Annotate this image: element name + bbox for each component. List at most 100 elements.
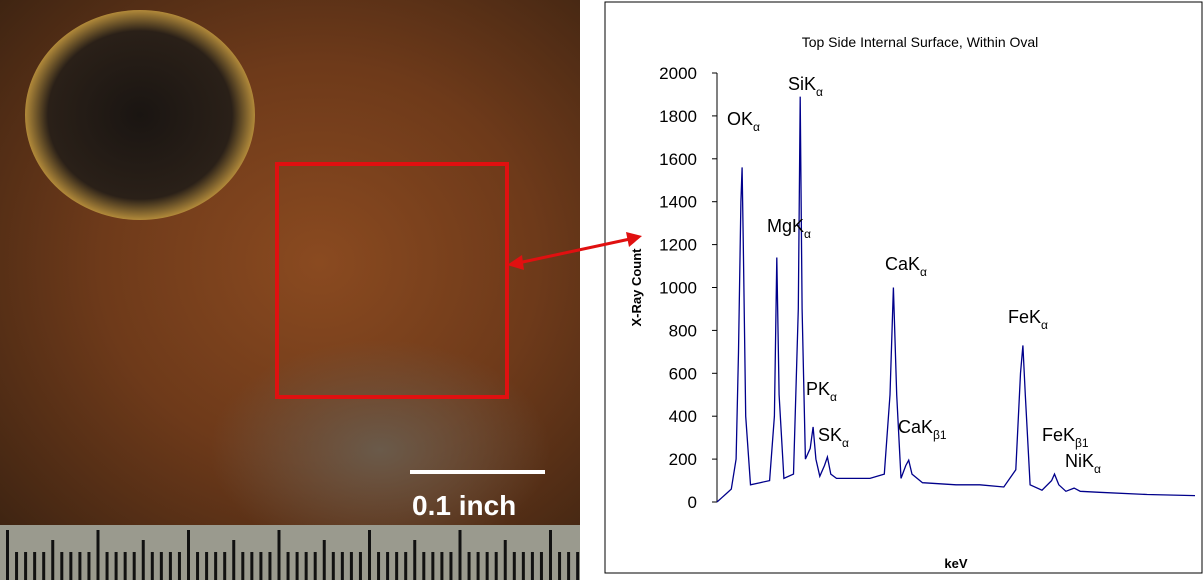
- ruler-tick: [33, 552, 36, 580]
- y-tick-label: 1600: [659, 150, 697, 169]
- peak-label-text: CaK: [885, 254, 920, 274]
- y-tick-label: 1000: [659, 279, 697, 298]
- ruler-tick: [567, 552, 570, 580]
- ruler-tick: [323, 540, 326, 580]
- ruler-tick: [377, 552, 380, 580]
- y-tick-label: 400: [669, 407, 697, 426]
- photo-pit: [25, 10, 255, 220]
- ruler-tick: [341, 552, 344, 580]
- ruler-tick: [115, 552, 118, 580]
- ruler-tick: [187, 530, 190, 580]
- y-tick-label: 1200: [659, 236, 697, 255]
- peak-label-text: SK: [818, 425, 842, 445]
- ruler-tick: [495, 552, 498, 580]
- ruler-tick: [87, 552, 90, 580]
- ruler-tick: [259, 552, 262, 580]
- ruler-tick: [305, 552, 308, 580]
- ruler-tick: [124, 552, 127, 580]
- ruler-tick: [431, 552, 434, 580]
- ruler-tick: [504, 540, 507, 580]
- ruler-tick: [241, 552, 244, 580]
- peak-label-text: CaK: [898, 417, 933, 437]
- y-tick-label: 800: [669, 321, 697, 340]
- ruler-tick: [395, 552, 398, 580]
- photo: 0.1 inch: [0, 0, 580, 580]
- y-tick-label: 0: [688, 493, 697, 512]
- ruler-tick: [6, 530, 9, 580]
- peak-label-text: FeK: [1042, 425, 1075, 445]
- peak-label-text: SiK: [788, 74, 816, 94]
- y-tick-label: 1800: [659, 107, 697, 126]
- ruler-tick: [196, 552, 199, 580]
- ruler-tick: [513, 552, 516, 580]
- peak-label-sub: α: [830, 390, 837, 404]
- ruler-tick: [531, 552, 534, 580]
- ruler-tick: [60, 552, 63, 580]
- ruler-tick: [440, 552, 443, 580]
- ruler-tick: [558, 552, 561, 580]
- ruler-tick: [250, 552, 253, 580]
- peak-label-sub: β1: [1075, 436, 1089, 450]
- y-tick-label: 600: [669, 364, 697, 383]
- ruler: [0, 525, 580, 580]
- ruler-tick: [69, 552, 72, 580]
- ruler-tick: [142, 540, 145, 580]
- ruler-tick: [549, 530, 552, 580]
- ruler-tick: [449, 552, 452, 580]
- peak-label-text: NiK: [1065, 451, 1094, 471]
- ruler-tick: [205, 552, 208, 580]
- peak-label-text: OK: [727, 109, 753, 129]
- x-axis-label: keV: [944, 556, 967, 571]
- peak-label-sub: α: [920, 265, 927, 279]
- ruler-tick: [151, 552, 154, 580]
- peak-label-sub: α: [1094, 462, 1101, 476]
- peak-label-text: MgK: [767, 216, 804, 236]
- ruler-tick: [97, 530, 100, 580]
- ruler-tick: [24, 552, 27, 580]
- ruler-tick: [413, 540, 416, 580]
- ruler-tick: [169, 552, 172, 580]
- peak-label-text: PK: [806, 379, 830, 399]
- ruler-tick: [576, 552, 579, 580]
- chart-title: Top Side Internal Surface, Within Oval: [802, 34, 1039, 50]
- ruler-tick: [133, 552, 136, 580]
- ruler-tick: [350, 552, 353, 580]
- peak-label-sub: β1: [933, 428, 947, 442]
- ruler-tick: [404, 552, 407, 580]
- ruler-tick: [522, 552, 525, 580]
- ruler-tick: [278, 530, 281, 580]
- y-tick-label: 1400: [659, 193, 697, 212]
- ruler-tick: [268, 552, 271, 580]
- figure: 0.1 inch Top Side Internal Surface, With…: [0, 0, 1204, 580]
- ruler-tick: [486, 552, 489, 580]
- peak-label-sub: α: [816, 85, 823, 99]
- y-tick-label: 200: [669, 450, 697, 469]
- peak-label-text: FeK: [1008, 307, 1041, 327]
- ruler-tick: [314, 552, 317, 580]
- ruler-tick: [106, 552, 109, 580]
- ruler-tick: [223, 552, 226, 580]
- ruler-tick: [540, 552, 543, 580]
- y-tick-label: 2000: [659, 64, 697, 83]
- ruler-tick: [287, 552, 290, 580]
- ruler-tick: [78, 552, 81, 580]
- ruler-tick: [51, 540, 54, 580]
- ruler-tick: [368, 530, 371, 580]
- ruler-tick: [459, 530, 462, 580]
- peak-label-sub: α: [842, 436, 849, 450]
- ruler-tick: [15, 552, 18, 580]
- ruler-tick: [160, 552, 163, 580]
- peak-label-sub: α: [1041, 318, 1048, 332]
- peak-label-sub: α: [804, 227, 811, 241]
- ruler-tick: [477, 552, 480, 580]
- ruler-tick: [386, 552, 389, 580]
- ruler-tick: [359, 552, 362, 580]
- ruler-tick: [42, 552, 45, 580]
- peak-label-sub: α: [753, 120, 760, 134]
- ruler-tick: [214, 552, 217, 580]
- ruler-tick: [296, 552, 299, 580]
- ruler-tick: [232, 540, 235, 580]
- ruler-tick: [468, 552, 471, 580]
- ruler-tick: [332, 552, 335, 580]
- y-axis-label: X-Ray Count: [629, 248, 644, 327]
